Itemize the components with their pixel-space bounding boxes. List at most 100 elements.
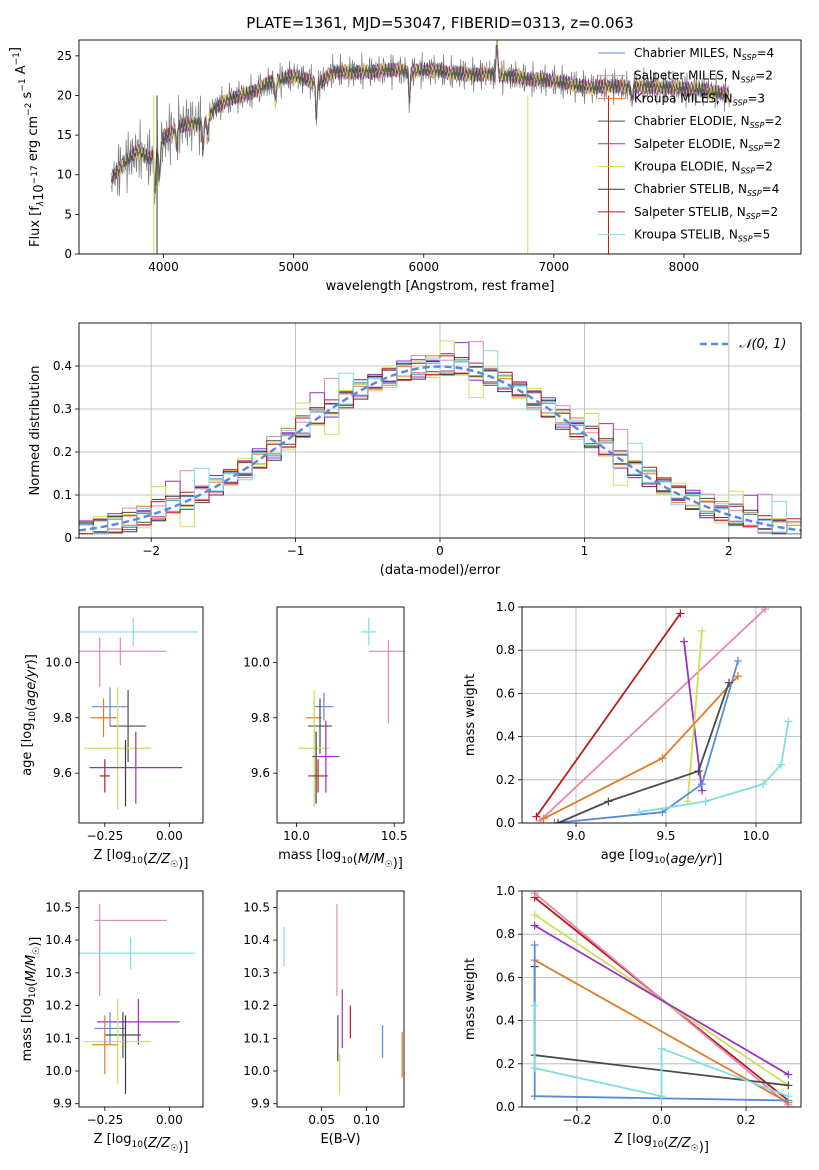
x-tick-label: 9.5 [656, 829, 675, 843]
y-axis-label-part: −17 [30, 165, 40, 184]
x-axis-label-part: ( [665, 852, 670, 867]
axes-frame [78, 606, 204, 824]
legend-entry-part: Chabrier STELIB, N [634, 182, 747, 196]
legend-entry-part: =4 [756, 46, 774, 60]
y-axis-label-part: age/yr [24, 663, 39, 706]
y-tick-label: 0 [64, 247, 72, 261]
y-tick-label: 0.3 [53, 402, 72, 416]
y-tick-label: 10.5 [243, 900, 270, 914]
mass-weight-marker [777, 760, 786, 769]
y-axis-label-part: )] [28, 937, 43, 947]
mass-weight-line [557, 682, 730, 823]
mass-weight-marker [530, 891, 539, 898]
x-axis-label-part: age [ [601, 848, 634, 863]
error-bar-point [90, 698, 117, 738]
model-spectrum [111, 44, 730, 194]
legend-entry: Kroupa STELIB, NSSP=5 [634, 228, 770, 244]
residual-hists [79, 340, 801, 535]
error-bar-point [94, 1012, 126, 1045]
mass-weight-line [535, 612, 682, 818]
axes-frame [276, 606, 405, 824]
y-axis-label: mass weight [463, 674, 478, 756]
x-axis-label: age [log10(age/yr)] [601, 848, 723, 867]
error-bar-point [361, 618, 377, 646]
legend-entry-part: Chabrier MILES, N [634, 46, 742, 60]
mass-weight-marker [658, 808, 667, 817]
error-bar-point [84, 999, 152, 1085]
x-axis-label: (data-model)/error [380, 563, 501, 578]
legend-entry-part: SSP [742, 53, 757, 62]
y-axis-label-part: 10 [28, 711, 38, 723]
mass-weight-line [534, 892, 789, 1106]
mass-weight-marker [554, 819, 562, 823]
mass-weight-marker [604, 797, 613, 806]
x-axis-label-part: ☉ [385, 860, 393, 870]
error-bar-point [104, 1012, 141, 1058]
axes-frame [276, 890, 405, 1108]
legend-entry-part: =2 [763, 137, 781, 151]
y-tick-label: 9.6 [53, 766, 72, 780]
mass-weight-marker [550, 819, 559, 823]
error-bar-point [314, 692, 334, 721]
y-tick-label: 10.1 [45, 1031, 72, 1045]
spectrum-lines [111, 40, 730, 254]
x-axis-label-part: Z [ [614, 1132, 632, 1147]
mass-weight-line [554, 660, 739, 823]
error-bar-point [308, 698, 332, 754]
residuals-frame: −2 −1 0 1 2 0 0.1 0.2 0.3 0.4 (data-model)/error No… [28, 322, 802, 578]
legend-entry-part: Salpeter ELODIE, N [634, 137, 748, 151]
x-axis-label-part: 10 [341, 856, 353, 866]
x-tick-label: 7000 [539, 260, 570, 274]
axes-frame [78, 890, 204, 1108]
mass-weight-marker [530, 921, 539, 930]
y-axis-label-part: s [20, 91, 35, 102]
x-tick-label: 0 [436, 544, 444, 558]
x-tick-label: 4000 [148, 260, 179, 274]
y-axis-label-part: ] [8, 47, 23, 52]
mass-weight-line [539, 608, 766, 822]
x-tick-label: −0.2 [562, 1113, 591, 1127]
y-tick-label: 9.8 [251, 711, 270, 725]
y-axis-label-part: M/M [24, 955, 39, 982]
spectrum-frame: 4000 5000 6000 7000 8000 0 5 10 15 20 25 wavelength… [8, 39, 802, 294]
age_vs_Z-frame: −0.25 0.009.69.810.0Z [log10(Z/Z☉)]age [l… [20, 606, 204, 871]
y-tick-label: 10.3 [243, 966, 270, 980]
y-tick-label: 0.2 [496, 773, 515, 787]
error-bar-point [89, 731, 183, 804]
mass-weight-marker [734, 672, 742, 681]
x-axis-label-part: age/yr [670, 852, 713, 867]
y-tick-label: 10.0 [45, 1064, 72, 1078]
legend-entry: Salpeter MILES, NSSP=2 [634, 69, 773, 85]
y-axis-label-part: 10 [28, 986, 38, 998]
legend-entry: Chabrier STELIB, NSSP=4 [634, 182, 779, 198]
legend-entry-part: =2 [760, 205, 778, 219]
error-bar-point [308, 759, 328, 793]
y-tick-label: 10.0 [45, 655, 72, 669]
legend-entry-part: =5 [753, 228, 771, 242]
y-axis-label-part: mass weight [463, 958, 478, 1040]
x-axis-label: Z [log10(Z/Z☉)] [94, 848, 189, 871]
x-axis-label-part: 10 [131, 856, 143, 866]
x-tick-label: 10.5 [381, 829, 408, 843]
mass-weight-marker [658, 754, 667, 763]
y-tick-label: 0.6 [496, 970, 515, 984]
error-bar-point [79, 936, 196, 970]
legend-entry-part: =4 [762, 182, 780, 196]
mass-weight-marker [530, 941, 539, 949]
error-bar-point [84, 687, 152, 810]
mass-weight-marker [725, 678, 733, 687]
legend-entry: Chabrier ELODIE, NSSP=2 [634, 114, 782, 130]
x-axis-label-part: 10 [131, 1140, 143, 1150]
x-axis-label-part: Z [ [94, 1132, 112, 1147]
legend-entry-part: =3 [747, 91, 765, 105]
y-axis-label-part: −1 [12, 52, 22, 65]
mass-weight-marker [635, 808, 643, 817]
legend-entry-part: SSP [748, 144, 763, 153]
y-axis-label: Normed distribution [28, 366, 43, 496]
x-axis-label-part: wavelength [Angstrom, rest frame] [326, 279, 555, 294]
y-axis-label-part: erg cm [26, 116, 41, 165]
y-axis-label-part: ) [24, 659, 39, 664]
mass-weight-marker [698, 780, 706, 789]
mass-weight-marker [784, 717, 793, 726]
